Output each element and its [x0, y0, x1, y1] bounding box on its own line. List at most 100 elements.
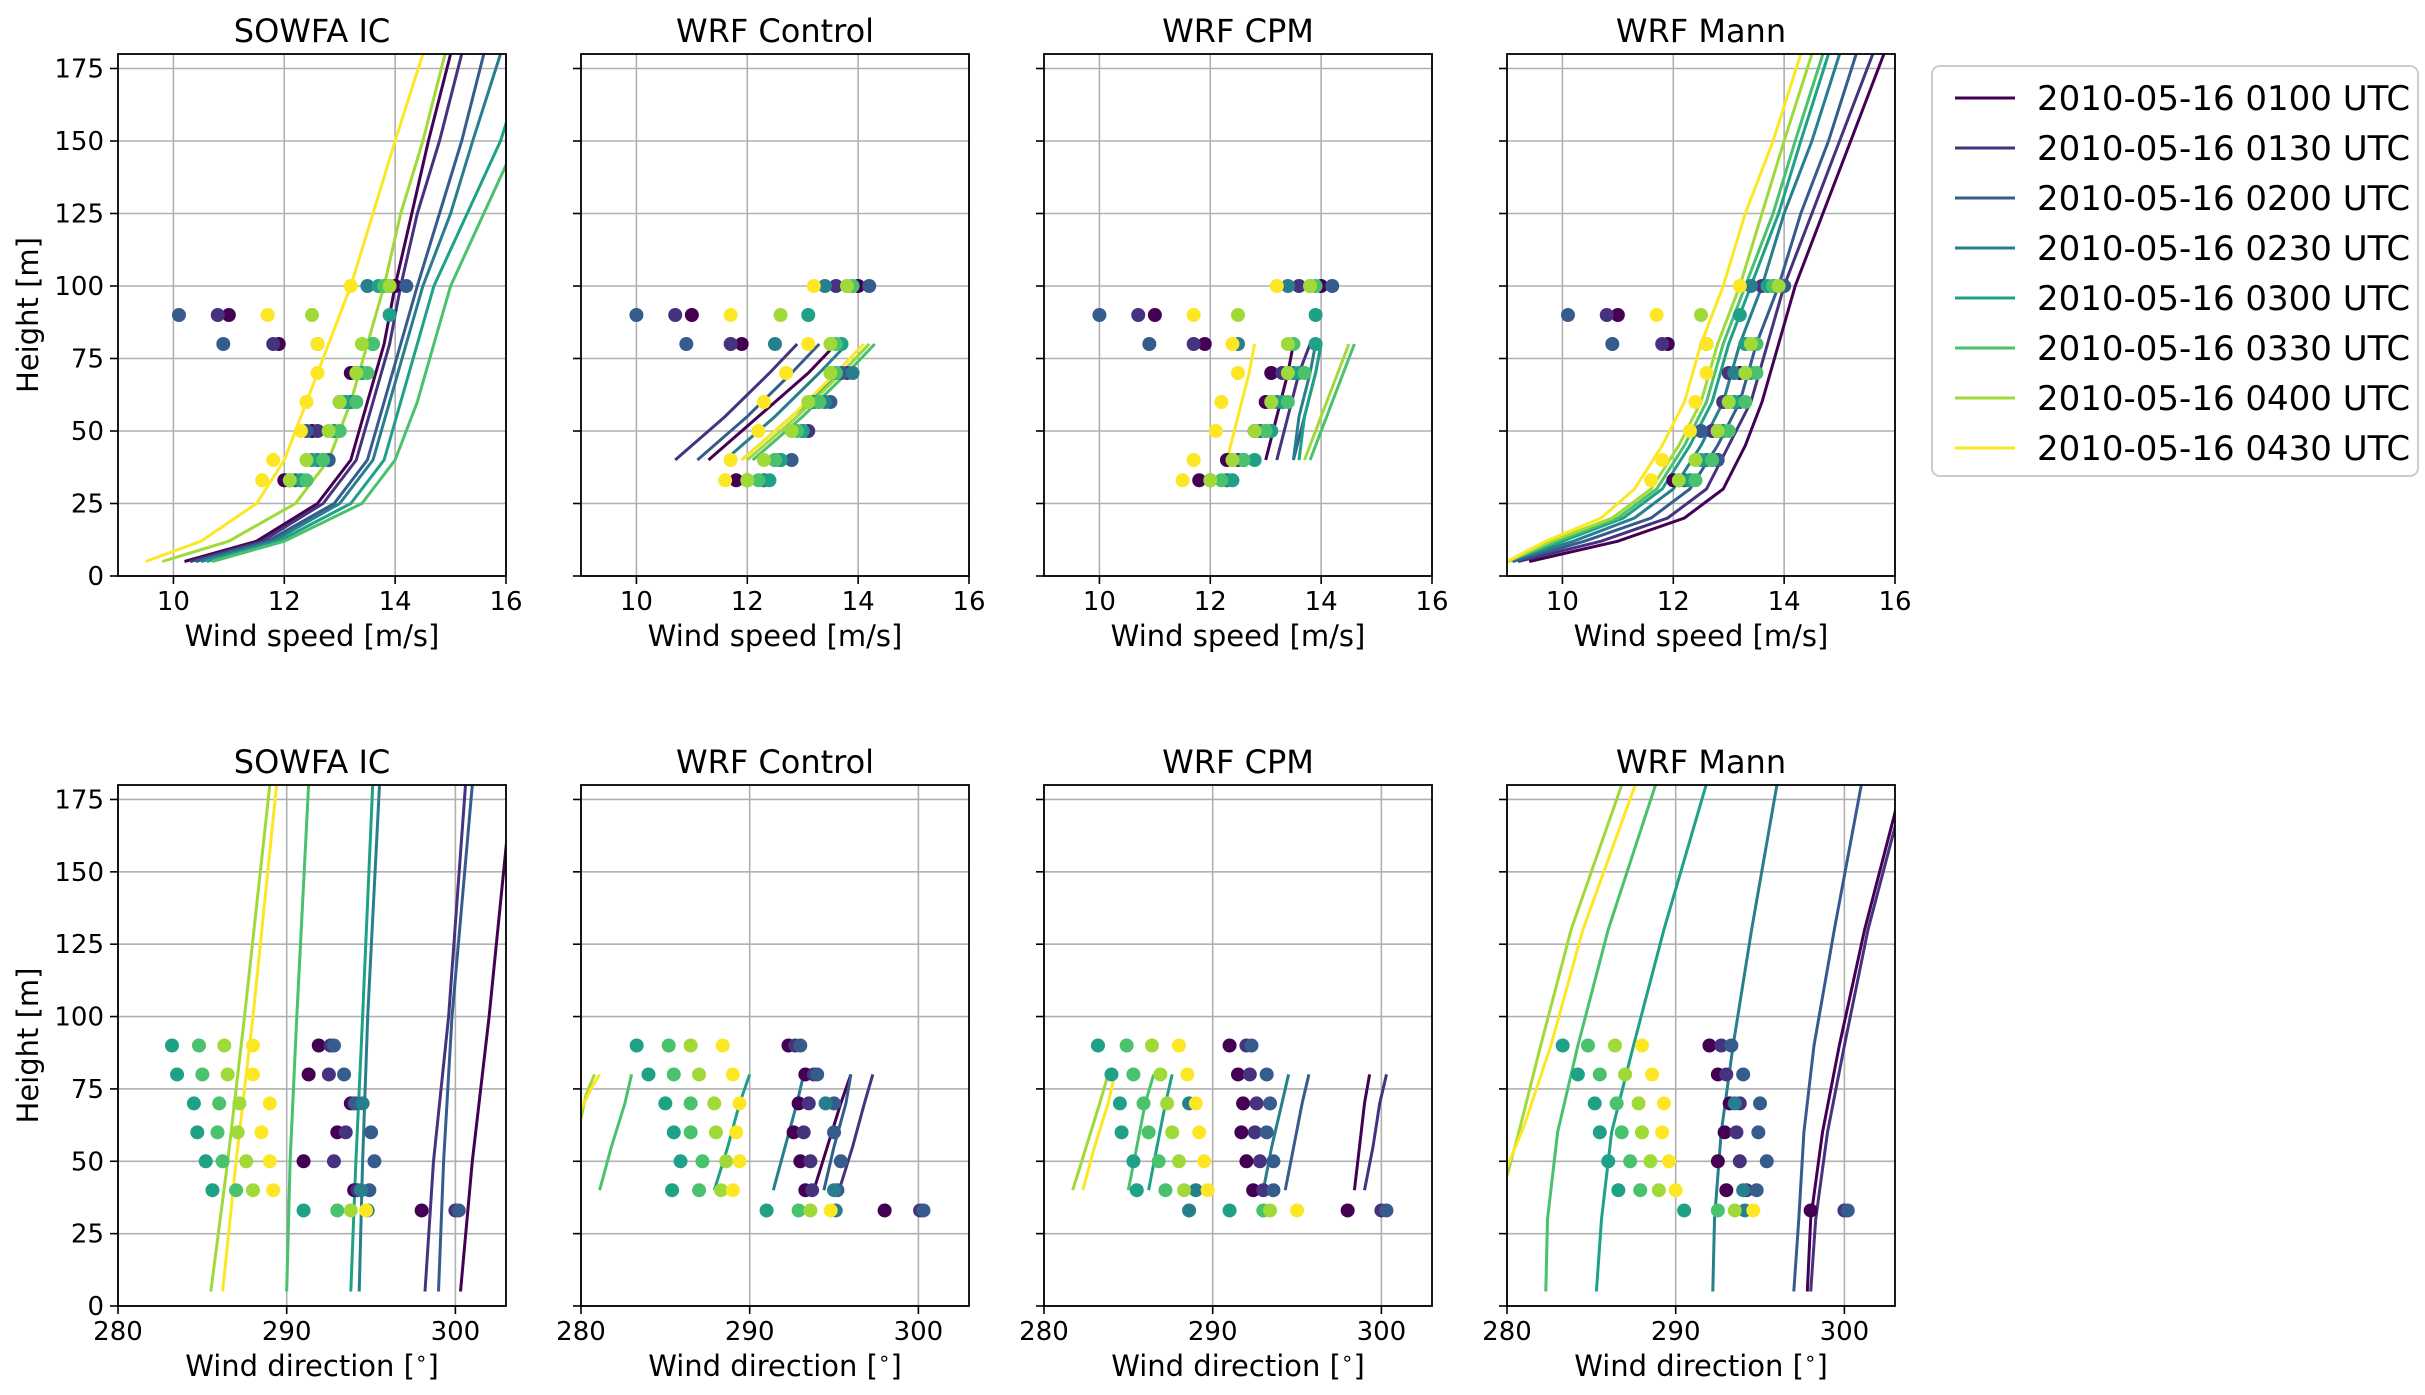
series-line-8 — [1507, 54, 1803, 563]
data-point — [1753, 1096, 1768, 1111]
data-point — [414, 1203, 429, 1218]
panel-title: WRF Control — [676, 12, 874, 50]
data-point — [1297, 366, 1312, 380]
x-tick-label: 16 — [1878, 587, 1911, 617]
data-point — [1180, 1067, 1195, 1082]
data-point — [723, 308, 738, 322]
data-point — [683, 1038, 698, 1053]
data-point — [793, 1038, 808, 1053]
data-point — [1634, 1125, 1649, 1140]
data-point — [827, 1183, 842, 1198]
data-point — [1280, 366, 1295, 380]
data-point — [360, 366, 375, 380]
data-point — [353, 1183, 368, 1198]
data-layer — [629, 279, 877, 488]
series-line-3 — [437, 785, 474, 1292]
panel-title: WRF Mann — [1616, 12, 1786, 50]
data-point — [1112, 1096, 1127, 1111]
data-point — [299, 473, 314, 488]
data-point — [773, 308, 788, 322]
data-point — [239, 1154, 254, 1169]
x-tick-label: 290 — [1188, 1317, 1238, 1347]
data-point — [828, 279, 843, 293]
data-point — [245, 1183, 260, 1198]
data-point — [1610, 308, 1625, 322]
x-tick-label: 16 — [489, 587, 522, 617]
series-line-7 — [1303, 343, 1351, 461]
data-point — [1269, 279, 1284, 293]
data-point — [723, 337, 738, 351]
data-point — [1165, 1125, 1180, 1140]
data-point — [1671, 473, 1686, 488]
data-point — [310, 366, 325, 380]
data-point — [784, 453, 799, 467]
data-point — [1171, 1154, 1186, 1169]
data-point — [266, 337, 281, 351]
data-layer — [1507, 785, 1895, 1292]
series-line-5 — [1594, 785, 1708, 1292]
data-point — [1197, 1154, 1212, 1169]
data-point — [803, 1203, 818, 1218]
y-tick-label: 50 — [71, 1147, 104, 1177]
data-point — [245, 1038, 260, 1053]
series-line-8 — [221, 785, 279, 1292]
legend-label: 2010-05-16 0200 UTC — [2037, 179, 2410, 219]
data-point — [1743, 279, 1758, 293]
x-tick-label: 10 — [1083, 587, 1116, 617]
data-point — [1177, 1183, 1192, 1198]
data-point — [729, 473, 744, 488]
y-tick-label: 175 — [54, 785, 104, 815]
data-point — [321, 1067, 336, 1082]
y-tick-label: 50 — [71, 417, 104, 447]
data-point — [1234, 1125, 1249, 1140]
x-axis-label: Wind speed [m/s] — [185, 619, 440, 653]
axes-frame — [1506, 53, 1896, 577]
series-line-8 — [1507, 785, 1637, 1168]
y-tick-label: 150 — [54, 127, 104, 157]
data-point — [692, 1067, 707, 1082]
data-point — [806, 279, 821, 293]
data-point — [1555, 1038, 1570, 1053]
data-point — [326, 1154, 341, 1169]
series-line-3 — [195, 54, 486, 563]
data-point — [723, 453, 738, 467]
series-line-1 — [459, 832, 506, 1292]
data-point — [215, 1154, 230, 1169]
data-point — [221, 308, 236, 322]
y-tick-label: 25 — [71, 490, 104, 520]
data-point — [1732, 1154, 1747, 1169]
data-point — [1727, 366, 1742, 380]
data-point — [1222, 1038, 1237, 1053]
legend-label: 2010-05-16 0100 UTC — [2037, 79, 2410, 119]
data-point — [1655, 337, 1670, 351]
data-point — [190, 1125, 205, 1140]
data-point — [1203, 473, 1218, 488]
series-line-2 — [1275, 343, 1312, 461]
data-point — [262, 1154, 277, 1169]
data-point — [1699, 366, 1714, 380]
data-point — [1738, 366, 1753, 380]
data-point — [1114, 1125, 1129, 1140]
data-point — [916, 1203, 931, 1218]
data-point — [683, 1096, 698, 1111]
x-tick-label: 12 — [1657, 587, 1690, 617]
data-point — [1266, 1154, 1281, 1169]
panel-title: SOWFA IC — [234, 743, 390, 781]
data-point — [756, 453, 771, 467]
data-point — [1247, 1125, 1262, 1140]
series-line-6 — [598, 1074, 634, 1191]
series-line-4 — [1291, 343, 1318, 461]
data-point — [1225, 453, 1240, 467]
series-line-5 — [1507, 54, 1830, 563]
y-tick-label: 100 — [54, 272, 104, 302]
data-point — [629, 1038, 644, 1053]
data-point — [195, 1067, 210, 1082]
legend-label: 2010-05-16 0130 UTC — [2037, 129, 2410, 169]
data-point — [1147, 308, 1162, 322]
data-point — [1186, 337, 1201, 351]
data-point — [1280, 337, 1295, 351]
data-point — [1225, 337, 1240, 351]
data-point — [191, 1038, 206, 1053]
data-point — [1710, 1154, 1725, 1169]
data-point — [1688, 473, 1703, 488]
